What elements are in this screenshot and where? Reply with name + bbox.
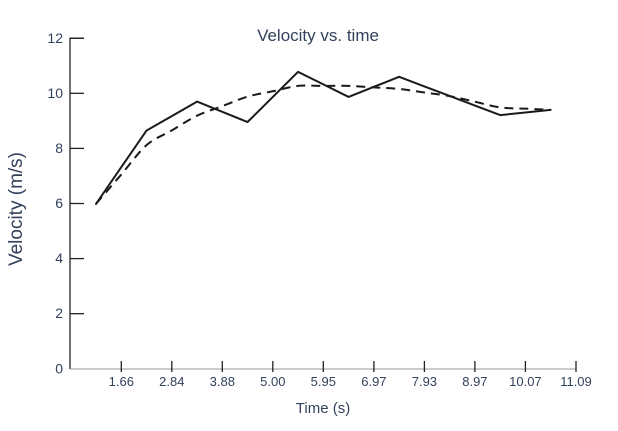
- svg-text:Velocity (m/s): Velocity (m/s): [6, 152, 27, 266]
- svg-text:3.88: 3.88: [210, 374, 235, 389]
- svg-text:4: 4: [55, 250, 63, 266]
- svg-text:11.09: 11.09: [560, 374, 592, 389]
- svg-text:2.84: 2.84: [159, 374, 184, 389]
- svg-text:Time (s): Time (s): [296, 400, 350, 417]
- svg-text:2: 2: [55, 305, 63, 321]
- svg-text:10: 10: [47, 85, 63, 101]
- svg-text:6.97: 6.97: [361, 374, 386, 389]
- svg-text:6: 6: [55, 195, 63, 211]
- svg-text:12: 12: [47, 30, 63, 46]
- svg-text:Velocity vs. time: Velocity vs. time: [257, 26, 379, 45]
- svg-text:0: 0: [55, 361, 63, 377]
- svg-text:7.93: 7.93: [412, 374, 437, 389]
- svg-text:5.95: 5.95: [311, 374, 336, 389]
- svg-text:5.00: 5.00: [260, 374, 285, 389]
- svg-text:1.66: 1.66: [109, 374, 134, 389]
- svg-text:8: 8: [55, 140, 63, 156]
- svg-text:10.07: 10.07: [509, 374, 542, 389]
- svg-text:8.97: 8.97: [462, 374, 487, 389]
